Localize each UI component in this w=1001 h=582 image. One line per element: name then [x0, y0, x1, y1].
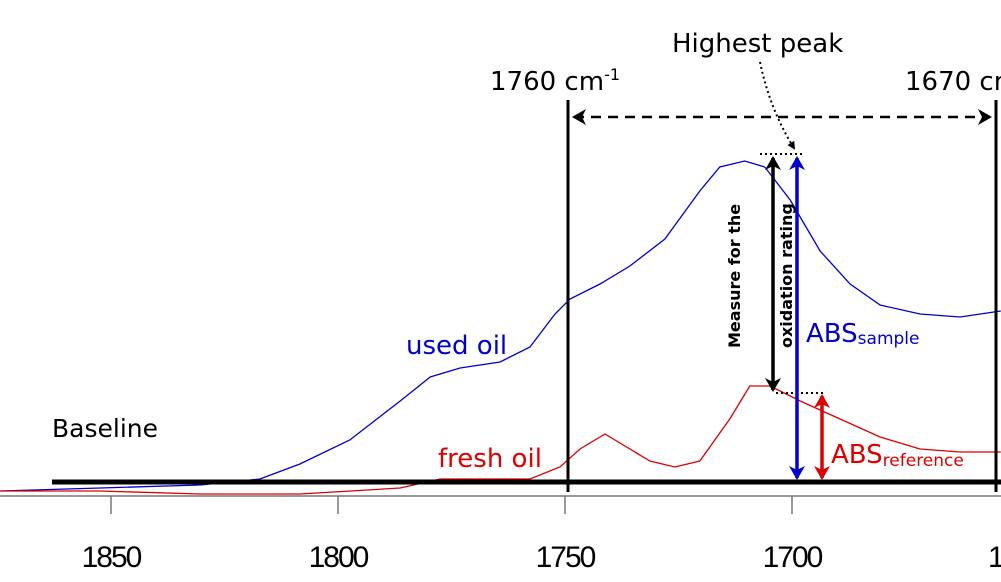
measure-label-line2: oxidation rating: [777, 203, 796, 348]
highest-peak-label: Highest peak: [672, 29, 843, 59]
measure-label-line1: Measure for the: [725, 204, 744, 348]
x-tick-label: 1750: [536, 541, 596, 574]
x-tick-label: 1800: [309, 541, 369, 574]
marker-label-1670: 1670 cm: [905, 67, 1001, 97]
used-oil-label: used oil: [406, 331, 507, 361]
x-tick-label: 1700: [763, 541, 823, 574]
fresh-oil-curve: [0, 385, 1001, 495]
baseline-label: Baseline: [52, 414, 158, 443]
abs-sample-label: ABSsample: [806, 319, 919, 349]
fresh-oil-label: fresh oil: [438, 444, 542, 474]
highest-peak-pointer: [759, 61, 796, 150]
x-tick-label: 1: [988, 541, 1001, 574]
x-tick-label: 1850: [82, 541, 142, 574]
used-oil-curve: [0, 160, 1001, 492]
abs-reference-label: ABSreference: [831, 440, 964, 471]
marker-label-1760: 1760 cm-1: [490, 65, 620, 97]
